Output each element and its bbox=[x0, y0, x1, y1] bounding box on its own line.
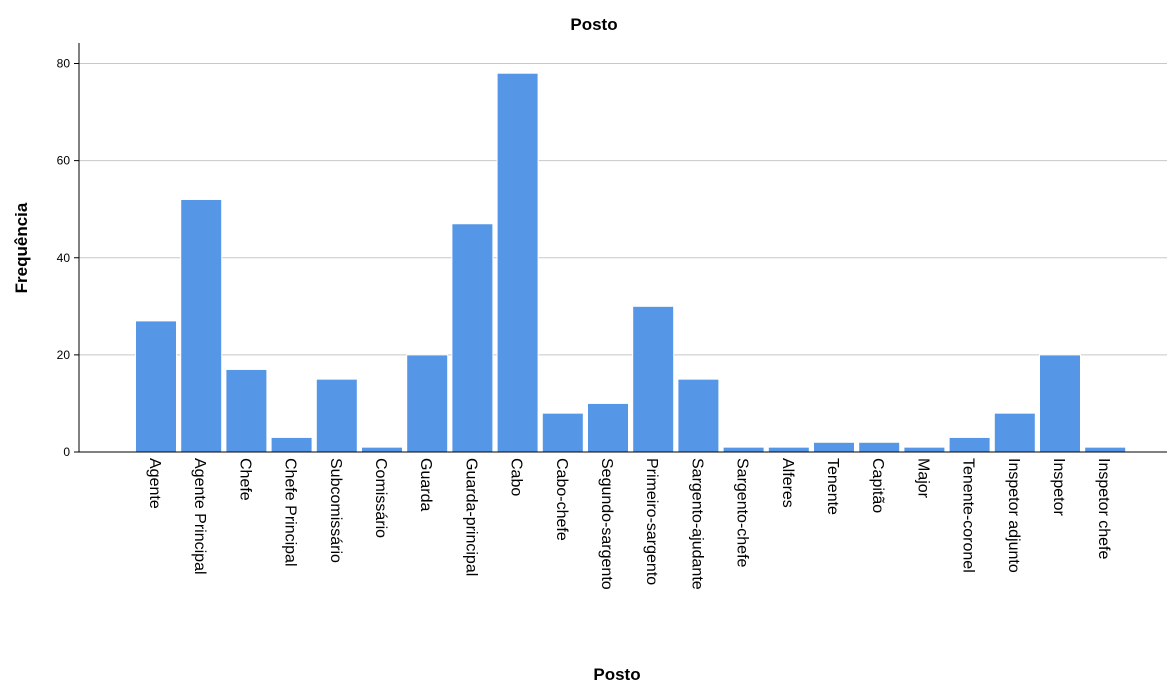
bar bbox=[225, 368, 268, 453]
x-tick-label: Inspetor adjunto bbox=[1005, 458, 1022, 573]
y-axis-title: Frequência bbox=[12, 202, 31, 293]
bar bbox=[270, 436, 313, 453]
x-tick-label: Sargento-chefe bbox=[734, 458, 751, 568]
x-tick-label: Subcomissário bbox=[327, 458, 344, 563]
y-tick-label: 80 bbox=[57, 57, 71, 71]
bar bbox=[587, 402, 629, 453]
x-tick-label: Chefe bbox=[236, 458, 253, 501]
bar bbox=[858, 441, 901, 453]
x-tick-label: Comissário bbox=[372, 458, 389, 538]
chart-title: Posto bbox=[570, 15, 617, 34]
bar bbox=[903, 446, 946, 453]
x-tick-label: Agente Principal bbox=[191, 458, 208, 575]
bars bbox=[135, 72, 1127, 453]
bar bbox=[722, 446, 765, 453]
x-tick-label: Cabo-chefe bbox=[553, 458, 570, 541]
bar bbox=[451, 223, 494, 453]
gridlines bbox=[79, 63, 1167, 356]
x-tick-label: Tenente-coronel bbox=[960, 458, 977, 573]
x-axis-ticks: Agente Agente Principal Chefe Chefe Princip… bbox=[146, 458, 1112, 590]
y-axis-ticks: 0 20 40 60 80 bbox=[57, 57, 79, 459]
x-tick-label: Cabo bbox=[508, 458, 525, 496]
x-tick-label: Tenente bbox=[824, 458, 841, 515]
x-tick-label: Segundo-sargento bbox=[598, 458, 615, 590]
y-tick-label: 40 bbox=[57, 251, 71, 265]
bar bbox=[677, 378, 720, 453]
bar bbox=[496, 72, 539, 453]
x-tick-label: Agente bbox=[146, 458, 163, 509]
bar bbox=[1084, 446, 1127, 453]
bar bbox=[315, 378, 358, 453]
x-tick-label: Capitão bbox=[869, 458, 886, 513]
bar bbox=[632, 305, 675, 453]
x-axis-title: Posto bbox=[593, 665, 640, 684]
x-tick-label: Chefe Principal bbox=[282, 458, 299, 567]
x-tick-label: Major bbox=[914, 458, 931, 499]
x-tick-label: Primeiro-sargento bbox=[643, 458, 660, 585]
bar bbox=[767, 446, 810, 453]
y-tick-label: 20 bbox=[57, 348, 71, 362]
x-tick-label: Guarda bbox=[417, 458, 434, 511]
x-tick-label: Guarda-principal bbox=[462, 458, 479, 576]
bar bbox=[406, 354, 449, 453]
bar bbox=[1039, 354, 1081, 453]
bar bbox=[993, 412, 1036, 453]
bar bbox=[180, 198, 223, 453]
y-tick-label: 0 bbox=[63, 445, 70, 459]
x-tick-label: Sargento-ajudante bbox=[688, 458, 705, 590]
x-tick-label: Alferes bbox=[779, 458, 796, 508]
y-tick-label: 60 bbox=[57, 154, 71, 168]
bar bbox=[361, 446, 403, 453]
bar bbox=[948, 436, 991, 453]
x-tick-label: Inspetor chefe bbox=[1095, 458, 1112, 560]
bar bbox=[135, 320, 177, 453]
bar bbox=[541, 412, 584, 453]
bar bbox=[813, 441, 855, 453]
x-tick-label: Inspetor bbox=[1050, 458, 1067, 516]
